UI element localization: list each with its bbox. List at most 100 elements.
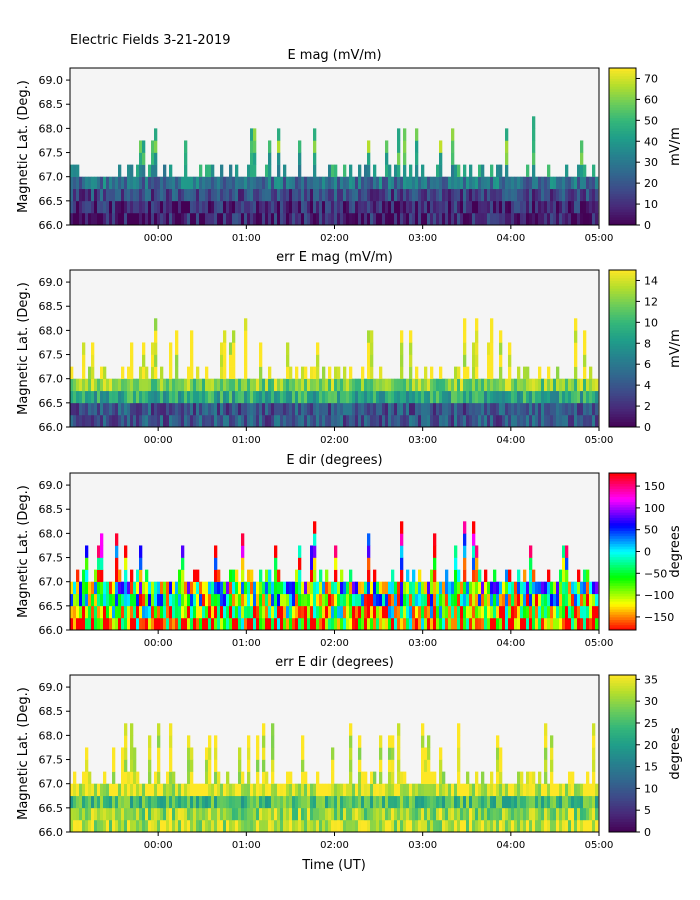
heatmap-cell (430, 819, 434, 833)
heatmap-cell (253, 617, 257, 631)
heatmap-cell (586, 593, 590, 607)
heatmap-cell (418, 795, 422, 809)
heatmap-cell (172, 176, 176, 190)
heatmap-cell (202, 390, 206, 404)
heatmap-cell (403, 783, 407, 797)
heatmap-cell (517, 366, 521, 379)
heatmap-cell (148, 402, 152, 416)
colorbar-segment (609, 104, 636, 108)
heatmap-cell (331, 212, 335, 226)
heatmap-cell (376, 593, 380, 607)
heatmap-cell (577, 807, 581, 821)
heatmap-cells (70, 521, 599, 631)
heatmap-cell (379, 807, 383, 821)
heatmap-cell (223, 200, 227, 214)
heatmap-cell (532, 152, 536, 165)
heatmap-cell (418, 783, 422, 797)
heatmap-cell (475, 366, 479, 379)
heatmap-cell (316, 581, 320, 595)
heatmap-cell (205, 605, 209, 619)
heatmap-cell (70, 378, 74, 392)
heatmap-cell (259, 783, 263, 797)
heatmap-cell (145, 819, 149, 833)
heatmap-cell (388, 378, 392, 392)
heatmap-cell (370, 402, 374, 416)
heatmap-cell (508, 342, 512, 355)
heatmap-cell (391, 759, 395, 772)
heatmap-cell (463, 545, 467, 558)
heatmap-cell (478, 390, 482, 404)
heatmap-cell (499, 212, 503, 226)
heatmap-cell (175, 795, 179, 809)
heatmap-cell (223, 402, 227, 416)
heatmap-cell (469, 200, 473, 214)
heatmap-cell (517, 617, 521, 631)
heatmap-cell (226, 378, 230, 392)
heatmap-cell (538, 581, 542, 595)
heatmap-cell (541, 593, 545, 607)
heatmap-cell (568, 795, 572, 809)
colorbar-segment (609, 75, 636, 79)
heatmap-cell (502, 402, 506, 416)
heatmap-cell (346, 176, 350, 190)
colorbar-segment (609, 627, 636, 631)
heatmap-cell (160, 617, 164, 631)
heatmap-cell (106, 378, 110, 392)
heatmap-cell (268, 200, 272, 214)
heatmap-cell (286, 378, 290, 392)
heatmap-cell (379, 819, 383, 833)
heatmap-cell (307, 212, 311, 226)
heatmap-cell (367, 140, 371, 153)
heatmap-cell (181, 581, 185, 595)
heatmap-cell (115, 390, 119, 404)
heatmap-cell (577, 390, 581, 404)
heatmap-cell (85, 176, 89, 190)
heatmap-cell (304, 212, 308, 226)
heatmap-cell (361, 783, 365, 797)
heatmap-cell (97, 545, 101, 558)
heatmap-cell (343, 414, 347, 428)
heatmap-cell (223, 605, 227, 619)
heatmap-cell (226, 390, 230, 404)
heatmap-cell (460, 605, 464, 619)
heatmap-cell (211, 402, 215, 416)
heatmap-cell (145, 783, 149, 797)
heatmap-cell (439, 747, 443, 760)
heatmap-cell (541, 414, 545, 428)
heatmap-cell (367, 581, 371, 595)
heatmap-cell (214, 735, 218, 748)
heatmap-cell (547, 200, 551, 214)
heatmap-cell (142, 140, 146, 153)
heatmap-cell (184, 795, 188, 809)
heatmap-cell (562, 545, 566, 558)
heatmap-cell (475, 807, 479, 821)
heatmap-cell (553, 581, 557, 595)
heatmap-cell (475, 605, 479, 619)
heatmap-cell (313, 783, 317, 797)
heatmap-cell (82, 819, 86, 833)
heatmap-cell (541, 581, 545, 595)
heatmap-cell (391, 569, 395, 582)
heatmap-cell (253, 152, 257, 165)
heatmap-cell (169, 819, 173, 833)
heatmap-cell (574, 617, 578, 631)
colorbar-tick-label: −150 (644, 611, 674, 624)
heatmap-cell (451, 402, 455, 416)
heatmap-cell (205, 819, 209, 833)
heatmap-cell (505, 188, 509, 202)
heatmap-cell (250, 581, 254, 595)
heatmap-cell (517, 569, 521, 582)
heatmap-cell (88, 378, 92, 392)
colorbar-segment (609, 619, 636, 623)
heatmap-cell (76, 593, 80, 607)
heatmap-cell (298, 807, 302, 821)
heatmap-cell (133, 605, 137, 619)
heatmap-cell (580, 581, 584, 595)
heatmap-cell (226, 402, 230, 416)
heatmap-cell (226, 593, 230, 607)
heatmap-cell (580, 783, 584, 797)
heatmap-cell (544, 212, 548, 226)
heatmap-cell (76, 390, 80, 404)
heatmap-cell (517, 212, 521, 226)
heatmap-cell (259, 354, 263, 367)
